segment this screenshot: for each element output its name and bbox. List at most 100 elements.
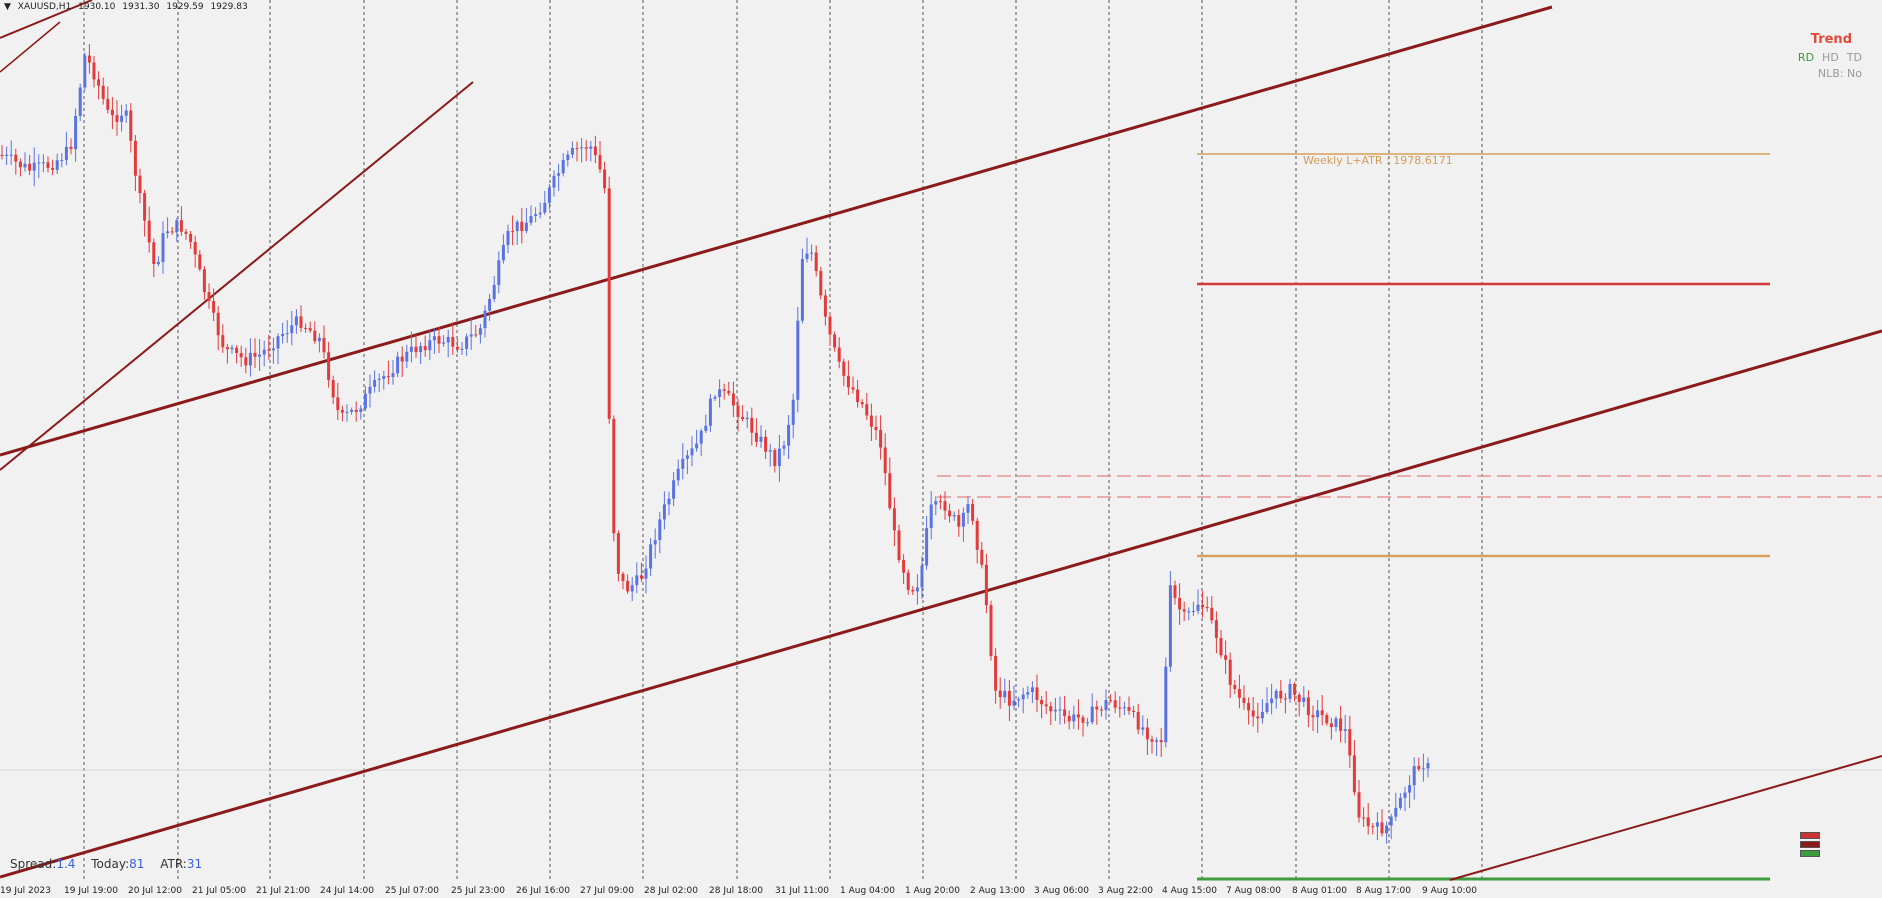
candle-body: [248, 352, 252, 366]
time-tick-label: 31 Jul 11:00: [775, 886, 829, 896]
bear-candle: [193, 235, 197, 268]
bear-candle: [0, 145, 4, 160]
bull-candle: [156, 256, 160, 267]
candle-body: [1141, 727, 1145, 730]
candle-body: [1348, 729, 1352, 756]
symbol-header: ▼ XAUUSD,H1 1930.10 1931.30 1929.59 1929…: [4, 2, 252, 12]
candle-body: [1026, 692, 1030, 695]
candle-body: [1270, 698, 1274, 704]
time-tick-label: 7 Aug 08:00: [1226, 886, 1281, 896]
bear-candle: [474, 324, 478, 338]
candle-body: [727, 390, 731, 394]
bear-candle: [1283, 693, 1287, 714]
bear-candle: [879, 415, 883, 460]
bear-candle: [846, 360, 850, 396]
bull-candle: [524, 207, 528, 234]
bear-candle: [1214, 611, 1218, 654]
candle-body: [1214, 620, 1218, 638]
candle-body: [708, 398, 712, 426]
candle-body: [1412, 766, 1416, 786]
bear-candle: [46, 156, 50, 173]
bull-candle: [796, 307, 800, 413]
bull-candle: [1072, 705, 1076, 730]
bear-candle: [239, 345, 243, 367]
bull-candle: [161, 221, 165, 274]
bear-candle: [764, 430, 768, 460]
bear-candle: [354, 401, 358, 422]
candle-body: [1040, 699, 1044, 705]
bull-candle: [1260, 699, 1264, 724]
candle-body: [327, 352, 331, 381]
bull-candle: [469, 318, 473, 350]
candle-body: [1224, 655, 1228, 660]
candle-body: [851, 387, 855, 390]
candle-body: [331, 380, 335, 398]
candle-body: [667, 498, 671, 505]
trend-timeframes: RD HD TD: [1798, 51, 1862, 64]
channel-line-top-left-2[interactable]: [0, 21, 61, 73]
channel-line-top-left[interactable]: [0, 0, 93, 39]
bull-candle: [791, 393, 795, 439]
bear-candle: [883, 433, 887, 486]
channel-line-bottom-right[interactable]: [1449, 755, 1882, 881]
candle-body: [1306, 697, 1310, 716]
candle-body: [580, 147, 584, 149]
bear-candle: [1178, 583, 1182, 625]
ohlc-high: 1931.30: [122, 2, 160, 12]
bull-candle: [1403, 786, 1407, 812]
bull-candle: [966, 496, 970, 525]
bull-candle: [934, 496, 938, 516]
bull-candle: [768, 443, 772, 467]
bull-candle: [382, 370, 386, 390]
candle-body: [405, 351, 409, 362]
bull-candle: [695, 429, 699, 452]
candle-body: [718, 389, 722, 397]
bear-candle: [69, 138, 73, 155]
candle-body: [1375, 822, 1379, 827]
channel-line-main-lower[interactable]: [0, 329, 1882, 879]
candle-body: [695, 443, 699, 449]
bear-candle: [331, 375, 335, 405]
candle-body: [874, 426, 878, 430]
candle-body: [1003, 690, 1007, 698]
trend-panel: Trend RD HD TD NLB: No: [1798, 32, 1862, 83]
bull-candle: [1187, 607, 1191, 621]
bear-candle: [833, 331, 837, 352]
candle-body: [1099, 709, 1103, 711]
bear-candle: [1348, 715, 1352, 768]
bear-candle: [179, 206, 183, 236]
candle-body: [179, 220, 183, 232]
candle-body: [731, 393, 735, 406]
candle-body: [819, 271, 823, 296]
candle-body: [133, 140, 137, 176]
channel-line-diagonal-left[interactable]: [0, 81, 474, 471]
candle-body: [166, 231, 170, 234]
time-grid: [83, 0, 1483, 880]
candle-body: [336, 397, 340, 411]
candle-body: [934, 501, 938, 505]
time-tick-label: 1 Aug 20:00: [905, 886, 960, 896]
time-tick-label: 9 Aug 10:00: [1422, 886, 1477, 896]
candle-body: [1035, 687, 1039, 700]
chevron-down-icon[interactable]: ▼: [4, 2, 11, 12]
candle-body: [212, 301, 216, 313]
bear-candle: [1095, 700, 1099, 725]
candle-body: [1113, 700, 1117, 708]
bear-candle: [1279, 680, 1283, 704]
channel-line-main-upper[interactable]: [0, 5, 1553, 457]
candle-body: [1205, 606, 1209, 608]
bear-candle: [971, 498, 975, 525]
candle-body: [1334, 718, 1338, 728]
bull-candle: [1122, 701, 1126, 716]
bear-candle: [51, 159, 55, 176]
candle-body: [713, 396, 717, 399]
candle-body: [1265, 703, 1269, 712]
candle-body: [106, 98, 110, 110]
bull-candle: [1155, 737, 1159, 757]
candle-body: [60, 159, 64, 161]
candle-body: [741, 416, 745, 420]
bull-candle: [1412, 757, 1416, 800]
